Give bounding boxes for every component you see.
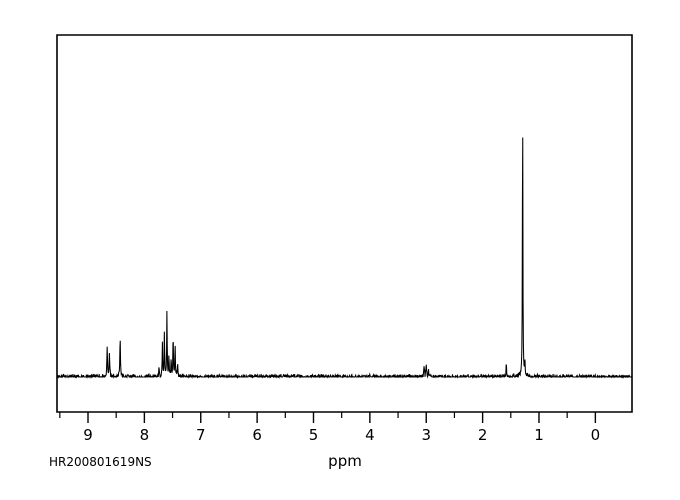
axis-title-ppm: ppm [328,452,362,470]
axis-tick-label-8: 8 [140,426,150,444]
axis-tick-label-2: 2 [478,426,488,444]
axis-tick-label-6: 6 [252,426,262,444]
axis-tick-label-1: 1 [534,426,544,444]
axis-tick-label-3: 3 [421,426,431,444]
axis-tick-labels: 9 8 7 6 5 4 3 2 1 0 [83,426,600,444]
axis-tick-label-5: 5 [309,426,319,444]
axis-tick-marks [59,412,597,423]
axis-tick-label-4: 4 [365,426,375,444]
spectrum-trace [56,137,633,380]
plot-frame [56,34,633,413]
axis-tick-label-7: 7 [196,426,206,444]
sample-id-label: HR200801619NS [49,455,152,469]
axis-tick-label-9: 9 [83,426,93,444]
axis-tick-label-0: 0 [591,426,601,444]
